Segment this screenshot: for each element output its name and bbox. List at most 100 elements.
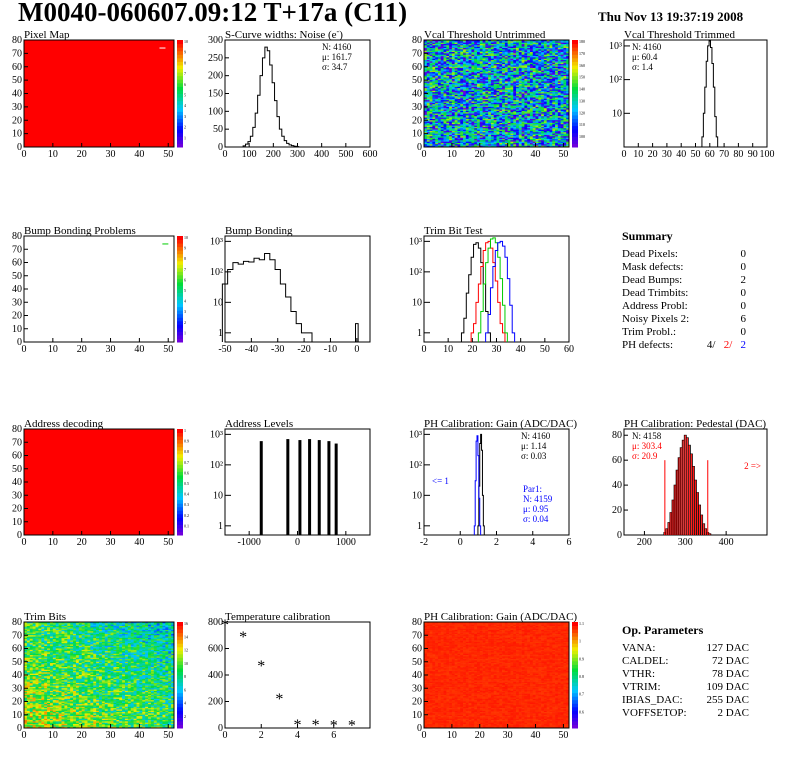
- heatmap-cell: [560, 124, 564, 126]
- heatmap-cell: [543, 144, 547, 146]
- heatmap-cell: [122, 622, 126, 624]
- heatmap-cell: [468, 50, 472, 53]
- y-tick-label: 50: [12, 464, 22, 475]
- heatmap-cell: [560, 137, 564, 140]
- heatmap-cell: [474, 46, 478, 49]
- heatmap-cell: [521, 129, 525, 132]
- x-tick-label: -2: [420, 537, 428, 548]
- heatmap-cell: [555, 126, 559, 129]
- heatmap-cell: [527, 65, 531, 68]
- heatmap-cell: [518, 81, 522, 84]
- heatmap-cell: [449, 102, 453, 105]
- heatmap-cell: [541, 101, 545, 104]
- heatmap-cell: [499, 82, 503, 85]
- heatmap-cell: [541, 82, 545, 85]
- heatmap-cell: [496, 97, 500, 100]
- heatmap-cell: [493, 86, 497, 89]
- heatmap-cell: [546, 144, 550, 146]
- heatmap-cell: [502, 88, 506, 90]
- heatmap-cell: [513, 137, 517, 140]
- heatmap-cell: [538, 102, 542, 105]
- heatmap-cell: [527, 48, 531, 50]
- heatmap-cell: [496, 46, 500, 49]
- heatmap-cell: [549, 122, 553, 125]
- palette-label: 2: [184, 320, 186, 325]
- heatmap-cell: [504, 110, 508, 113]
- heatmap-cell: [468, 92, 472, 94]
- heatmap-cell: [468, 117, 472, 120]
- heatmap-cell: [546, 126, 550, 129]
- heatmap-cell: [541, 114, 545, 117]
- heatmap-cell: [549, 89, 553, 92]
- heatmap-cell: [440, 58, 444, 61]
- palette-swatch: [177, 89, 183, 94]
- heatmap-cell: [122, 627, 126, 629]
- heatmap-cell: [532, 104, 536, 106]
- heatmap-cell: [543, 137, 547, 140]
- palette-swatch: [177, 334, 183, 339]
- heatmap-cell: [535, 41, 539, 43]
- heatmap-cell: [122, 624, 126, 627]
- heatmap-cell: [142, 627, 146, 629]
- heatmap-cell: [566, 97, 570, 100]
- heatmap-cell: [476, 41, 481, 43]
- heatmap-cell: [557, 58, 561, 61]
- heatmap-cell: [532, 49, 536, 51]
- heatmap-cell: [474, 136, 478, 138]
- heatmap-cell: [460, 125, 464, 128]
- heatmap-cell: [499, 104, 503, 106]
- heatmap-cell: [507, 44, 511, 46]
- heatmap-cell: [516, 88, 520, 90]
- heatmap-cell: [543, 89, 547, 92]
- heatmap-cell: [449, 132, 453, 134]
- y-tick-label: 80: [612, 430, 622, 441]
- heatmap-cell: [479, 144, 483, 146]
- x-tick-label: 40: [676, 149, 686, 160]
- palette-label: 120: [579, 110, 585, 115]
- heatmap-cell: [488, 76, 492, 78]
- heatmap-cell: [524, 117, 528, 120]
- heatmap-cell: [549, 132, 553, 134]
- heatmap-cell: [449, 62, 453, 65]
- heatmap-cell: [555, 113, 559, 116]
- heatmap-cell: [555, 118, 559, 121]
- heatmap-cell: [513, 41, 517, 43]
- heatmap-cell: [485, 60, 489, 62]
- heatmap-cell: [541, 44, 545, 46]
- heatmap-cell: [432, 82, 436, 85]
- heatmap-cell: [437, 114, 442, 117]
- heatmap-cell: [443, 89, 447, 92]
- heatmap-cell: [468, 132, 472, 134]
- heatmap-cell: [502, 138, 506, 141]
- heatmap-cell: [535, 60, 539, 62]
- heatmap-cell: [502, 61, 506, 64]
- heatmap-cell: [435, 61, 439, 64]
- heatmap-cell: [488, 133, 492, 136]
- heatmap-cell: [443, 49, 447, 51]
- heatmap-cell: [535, 100, 539, 102]
- heatmap-cell: [446, 93, 450, 96]
- heatmap-cell: [490, 65, 495, 68]
- heatmap-cell: [560, 116, 564, 118]
- heatmap-cell: [535, 132, 539, 134]
- heatmap-cell: [432, 69, 436, 72]
- heatmap-cell: [543, 96, 547, 98]
- heatmap-cell: [502, 84, 506, 86]
- heatmap-cell: [552, 89, 556, 92]
- x-tick-label: -20: [297, 344, 310, 355]
- heatmap-cell: [465, 112, 469, 114]
- heatmap-cell: [499, 52, 503, 54]
- heatmap-cell: [524, 120, 528, 122]
- heatmap-cell: [465, 81, 469, 84]
- heatmap-cell: [524, 144, 528, 146]
- heatmap-cell: [555, 134, 559, 137]
- heatmap-cell: [437, 89, 442, 92]
- heatmap-cell: [546, 62, 550, 65]
- heatmap-cell: [449, 72, 453, 74]
- heatmap-cell: [429, 54, 433, 57]
- heatmap-cell: [476, 100, 481, 102]
- heatmap-cell: [507, 109, 511, 112]
- heatmap-cell: [549, 48, 553, 50]
- heatmap-cell: [507, 125, 511, 128]
- heatmap-cell: [507, 129, 511, 132]
